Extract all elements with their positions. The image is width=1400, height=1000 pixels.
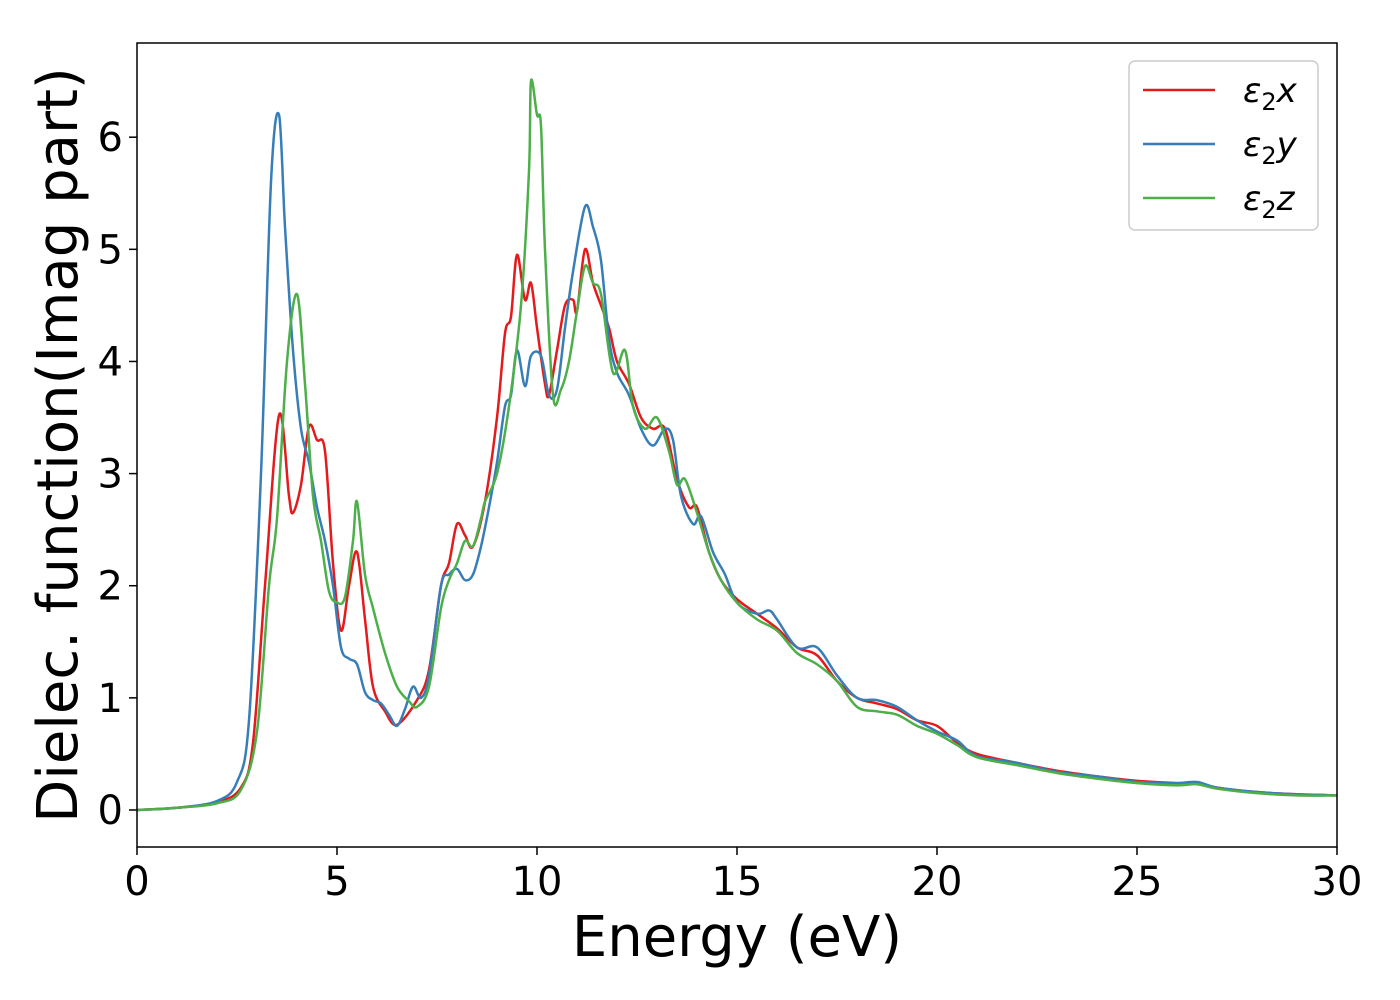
x-tick-label: 30 [1312, 859, 1363, 905]
y-tick-label: 2 [98, 564, 123, 610]
x-axis-ticks: 0 5 10 15 20 25 30 [124, 847, 1362, 905]
x-tick-label: 20 [912, 859, 963, 905]
legend: ε2x ε2y ε2z [1128, 60, 1319, 231]
y-tick-label: 6 [98, 115, 123, 161]
legend-box [1128, 60, 1319, 231]
series-layer [137, 78, 1337, 812]
y-axis-title: Dielec. function(Imag part) [26, 67, 91, 823]
y-tick-label: 1 [98, 676, 123, 722]
legend-label-x: ε2x [1243, 71, 1298, 116]
y-tick-label: 5 [98, 227, 123, 273]
x-tick-label: 0 [124, 859, 149, 905]
y-axis-ticks: 0 1 2 3 4 5 6 [98, 115, 137, 834]
y-tick-label: 0 [98, 788, 123, 834]
x-tick-label: 5 [324, 859, 349, 905]
x-tick-label: 25 [1112, 859, 1163, 905]
legend-label-z: ε2z [1243, 179, 1296, 224]
y-tick-label: 3 [98, 452, 123, 498]
x-tick-label: 10 [512, 859, 563, 905]
x-axis-title: Energy (eV) [572, 905, 902, 970]
legend-label-y: ε2y [1243, 125, 1298, 170]
series-line-x [137, 247, 1337, 812]
y-tick-label: 4 [98, 339, 123, 385]
x-tick-label: 15 [712, 859, 763, 905]
series-line-z [137, 78, 1337, 812]
